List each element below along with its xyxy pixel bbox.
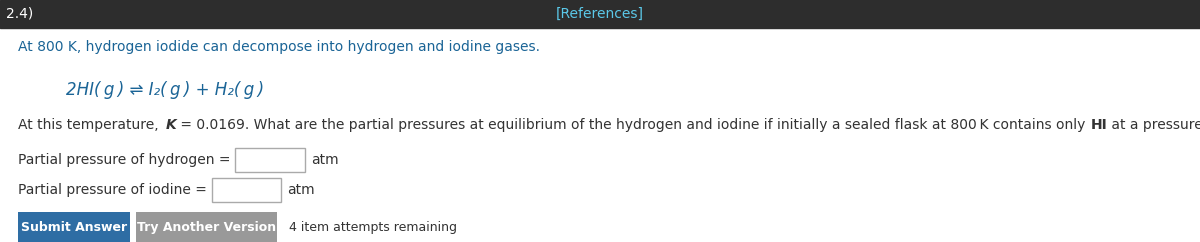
Text: 2HI( g ) ⇌ I₂( g ) + H₂( g ): 2HI( g ) ⇌ I₂( g ) + H₂( g ) [66, 81, 264, 98]
Text: [References]: [References] [556, 7, 644, 21]
FancyBboxPatch shape [235, 148, 305, 172]
FancyBboxPatch shape [136, 212, 277, 242]
Text: 2.4): 2.4) [6, 7, 34, 21]
Bar [0, 0, 1200, 28]
Text: Try Another Version: Try Another Version [137, 221, 276, 234]
Text: HI: HI [1091, 118, 1108, 132]
Text: = 0.0169. What are the partial pressures at equilibrium of the hydrogen and iodi: = 0.0169. What are the partial pressures… [176, 118, 1091, 132]
FancyBboxPatch shape [18, 212, 130, 242]
Text: at a pressure of 0.242 atm?: at a pressure of 0.242 atm? [1108, 118, 1200, 132]
Text: Partial pressure of iodine =: Partial pressure of iodine = [18, 183, 206, 197]
Text: At 800 K, hydrogen iodide can decompose into hydrogen and iodine gases.: At 800 K, hydrogen iodide can decompose … [18, 40, 540, 54]
Text: atm: atm [311, 153, 338, 167]
Text: Submit Answer: Submit Answer [20, 221, 127, 234]
Text: K: K [166, 118, 176, 132]
FancyBboxPatch shape [211, 178, 281, 202]
Text: At this temperature,: At this temperature, [18, 118, 166, 132]
Text: 4 item attempts remaining: 4 item attempts remaining [289, 221, 457, 234]
Text: atm: atm [287, 183, 314, 197]
Text: Partial pressure of hydrogen =: Partial pressure of hydrogen = [18, 153, 230, 167]
